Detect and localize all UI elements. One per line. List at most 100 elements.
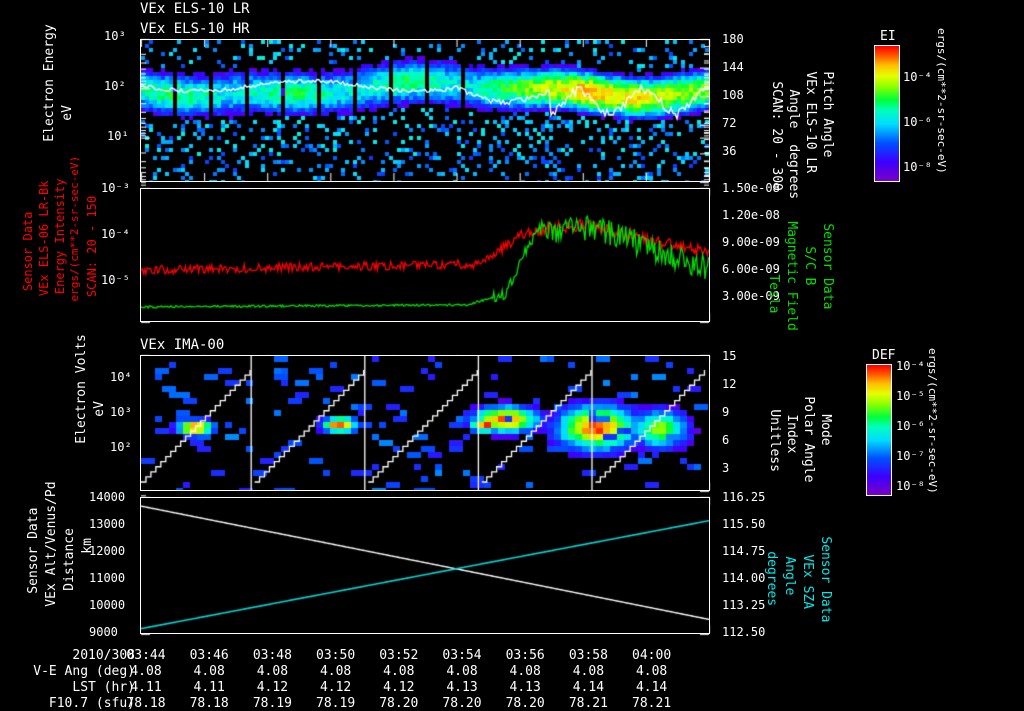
p1-right-l4: SCAN: 20 - 300 xyxy=(769,81,784,191)
panel4-rtick-11550: 115.50 xyxy=(722,517,766,531)
table-cell: 4.14 xyxy=(635,680,668,695)
table-cell: 4.12 xyxy=(319,680,352,695)
panel1-rtick-108: 108 xyxy=(722,88,744,102)
p2-left-l4: SCAN: 20 - 150 xyxy=(85,195,99,298)
panel3-rtick-3: 3 xyxy=(722,461,730,475)
table-cell: 4.08 xyxy=(130,664,162,679)
panel2-ytick-m5: 10⁻⁵ xyxy=(101,273,130,287)
p2-right-l3: Tesla xyxy=(766,274,781,314)
table-cell: 4.12 xyxy=(256,680,289,695)
p4-right-l2: Angle xyxy=(782,556,797,596)
panel3-rtick-9: 9 xyxy=(722,405,730,419)
panel1-cbtick-6: 10⁻⁶ xyxy=(903,115,932,129)
p3-right-l3: Unitless xyxy=(767,409,782,472)
table-cell: 4.13 xyxy=(509,680,541,695)
panel1-rtick-72: 72 xyxy=(722,116,737,130)
table-cell: 03:58 xyxy=(568,648,608,663)
table-row-label: 2010/308 xyxy=(72,648,135,663)
panel4-rtick-11250: 112.50 xyxy=(722,625,766,639)
panel4-right-sensor: Sensor Data xyxy=(806,505,845,625)
table-cell: 78.21 xyxy=(632,696,672,711)
table-cell: 4.11 xyxy=(130,680,162,695)
panel3-right-quantity: Polar Angle xyxy=(789,365,828,482)
panel3-right-mode: Mode xyxy=(806,383,845,446)
panel1-colorbar-title: EI xyxy=(880,29,896,44)
panel2-rtick-120: 1.20e-08 xyxy=(722,208,780,222)
panel3-cbtick-4: 10⁻⁴ xyxy=(896,359,925,373)
panel1-cbtick-4: 10⁻⁴ xyxy=(903,70,932,84)
table-cell: 4.08 xyxy=(572,664,605,679)
panel1-ytick-1: 10¹ xyxy=(107,129,129,143)
panel2-left-scan: SCAN: 20 - 150 xyxy=(74,195,110,326)
panel3-rtick-15: 15 xyxy=(722,349,737,363)
panel4-plot-area xyxy=(140,497,710,634)
table-cell: 4.08 xyxy=(446,664,478,679)
panel2-plot-area xyxy=(140,188,710,322)
panel1-cbtick-8: 10⁻⁸ xyxy=(903,160,932,174)
panel1-rtick-180: 180 xyxy=(722,32,744,46)
panel2-traces-canvas xyxy=(141,189,709,321)
panel4-ytick-10000: 10000 xyxy=(89,598,126,612)
panel3-ytick-2: 10² xyxy=(110,440,132,454)
panel2-rtick-150: 1.50e-08 xyxy=(722,181,780,195)
panel3-right-index: Index xyxy=(772,383,811,453)
p1-right-l3: degrees xyxy=(786,144,801,200)
panel3-right-unitless: Unitless xyxy=(755,378,794,472)
table-cell: 4.08 xyxy=(383,664,415,679)
panel2-rtick-300: 3.00e-09 xyxy=(722,289,780,303)
p2-right-l2: Magnetic Field xyxy=(784,221,799,331)
panel3-ytick-4: 10⁴ xyxy=(110,370,132,384)
panel2-rtick-900: 9.00e-09 xyxy=(722,235,780,249)
table-cell: 03:44 xyxy=(126,648,166,663)
table-cell: 03:54 xyxy=(442,648,482,663)
panel3-plot-area xyxy=(140,355,710,491)
panel3-spectrogram-canvas xyxy=(141,356,709,490)
panel4-right-unit: degrees xyxy=(752,520,791,610)
panel4-ytick-12000: 12000 xyxy=(89,544,126,558)
panel1-right-axis-units: degrees xyxy=(774,113,813,199)
panel3-cbtick-5: 10⁻⁵ xyxy=(896,389,925,403)
panel1-colorbar xyxy=(874,45,900,182)
table-cell: 4.08 xyxy=(256,664,289,679)
panel4-ytick-14000: 14000 xyxy=(89,490,126,504)
panel1-ytick-3: 10³ xyxy=(104,29,126,43)
panel3-cbtick-7: 10⁻⁷ xyxy=(896,449,925,463)
p1-left-l1: eV xyxy=(60,105,75,121)
panel1-rtick-144: 144 xyxy=(722,60,744,74)
p1-right-l1: VEx ELS-10 LR xyxy=(803,71,818,174)
panel3-rtick-12: 12 xyxy=(722,377,737,391)
panel1-rtick-36: 36 xyxy=(722,144,737,158)
table-cell: 78.20 xyxy=(505,696,545,711)
panel4-ytick-13000: 13000 xyxy=(89,517,126,531)
p3-right-l0: Mode xyxy=(818,414,833,446)
table-row-label: F10.7 (sfu) xyxy=(48,696,135,711)
table-cell: 78.19 xyxy=(252,696,292,711)
p4-right-l1: VEx SZA xyxy=(800,554,815,610)
panel1-right-axis-scan: SCAN: 20 - 300 xyxy=(757,50,796,191)
table-cell: 4.12 xyxy=(383,680,415,695)
panel3-colorbar-unit: ergs/(cm**2-sr-sec-eV) xyxy=(926,348,939,494)
p1-right-l0: Pitch Angle xyxy=(820,71,835,158)
table-cell: 4.14 xyxy=(572,680,605,695)
table-cell: 78.18 xyxy=(189,696,229,711)
panel3-cbtick-8: 10⁻⁸ xyxy=(896,479,925,493)
table-cell: 03:56 xyxy=(505,648,545,663)
table-cell: 4.11 xyxy=(193,680,225,695)
panel1-right-axis-label: Pitch Angle xyxy=(808,40,847,180)
p2-right-l1: S/C B xyxy=(802,246,817,286)
table-cell: 03:48 xyxy=(252,648,292,663)
panel4-right-angle: Angle xyxy=(770,525,809,605)
panel1-left-axis-unit: eV xyxy=(48,92,87,152)
panel3-title: VEx IMA-00 xyxy=(140,337,225,353)
table-cell: 4.08 xyxy=(635,664,668,679)
table-cell: 4.08 xyxy=(509,664,541,679)
table-cell: 4.13 xyxy=(446,680,478,695)
panel4-rtick-11625: 116.25 xyxy=(722,490,766,504)
panel1-spectrogram-canvas xyxy=(141,40,709,181)
panel2-right-sensor: Sensor Data xyxy=(808,192,847,312)
table-cell: 78.18 xyxy=(126,696,166,711)
table-row-label: V-E Ang (deg) xyxy=(33,664,135,679)
panel4-ytick-9000: 9000 xyxy=(89,625,118,639)
p2-right-l0: Sensor Data xyxy=(820,223,835,310)
